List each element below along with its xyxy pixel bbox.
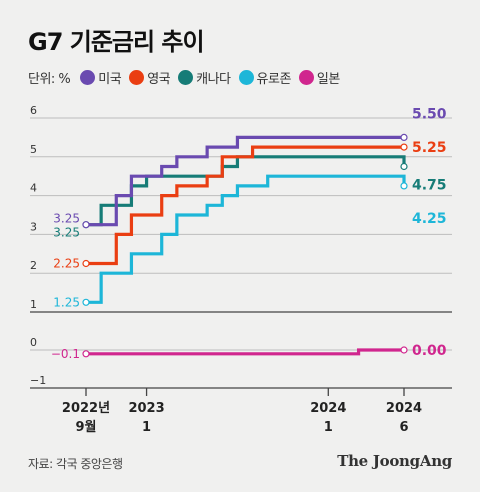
legend-item-japan: 일본 xyxy=(298,68,340,87)
end-label-uk: 5.25 xyxy=(412,140,447,156)
start-marker-us xyxy=(82,221,90,229)
publisher-logo: The JoongAng xyxy=(337,452,452,470)
y-tick-label: 4 xyxy=(30,182,37,195)
y-tick-label: 2 xyxy=(30,259,37,272)
start-label-canada: 3.25 xyxy=(53,226,80,240)
unit-label: 단위: % xyxy=(28,72,71,87)
x-tick-label: 6 xyxy=(399,420,408,435)
series-line-eurozone xyxy=(86,174,406,304)
start-marker-eurozone xyxy=(82,298,90,306)
series-line-uk xyxy=(86,145,404,266)
legend-item-us: 미국 xyxy=(80,68,122,87)
legend-label-uk: 영국 xyxy=(147,72,171,87)
legend-item-uk: 영국 xyxy=(129,68,171,87)
start-marker-uk xyxy=(82,259,90,268)
start-label-uk: 2.25 xyxy=(53,257,80,271)
legend-swatch-japan xyxy=(298,70,314,85)
legend-swatch-uk xyxy=(129,70,145,85)
end-marker-uk xyxy=(400,143,408,151)
y-tick-label: 6 xyxy=(30,104,37,117)
x-tick-label: 1 xyxy=(142,420,151,435)
legend-item-canada: 캐나다 xyxy=(178,68,231,87)
legend-item-eurozone: 유로존 xyxy=(238,68,292,87)
source-note: 자료: 각국 중앙은행 xyxy=(28,457,123,471)
legend: 단위: % 미국 영국 캐나다 유로존 일본 xyxy=(28,68,348,87)
end-label-eurozone: 4.25 xyxy=(412,211,447,227)
end-marker-eurozone xyxy=(400,182,408,190)
start-label-us: 3.25 xyxy=(53,212,80,226)
series-line-japan xyxy=(86,348,404,356)
end-label-japan: 0.00 xyxy=(412,343,447,359)
x-tick-label: 9월 xyxy=(75,419,96,435)
x-tick-label: 2024 xyxy=(310,401,346,416)
series-line-us xyxy=(86,135,404,227)
end-label-us: 5.50 xyxy=(412,106,447,122)
end-marker-japan xyxy=(400,346,408,354)
start-label-japan: −0.1 xyxy=(51,347,80,361)
start-marker-japan xyxy=(82,350,90,358)
end-marker-us xyxy=(400,133,408,141)
legend-swatch-eurozone xyxy=(238,70,254,85)
y-tick-label: 3 xyxy=(30,220,37,233)
x-tick-label: 1 xyxy=(324,420,333,435)
chart-title: G7 기준금리 추이 xyxy=(28,28,205,56)
legend-label-canada: 캐나다 xyxy=(196,72,231,87)
y-tick-label: 0 xyxy=(30,336,37,349)
x-tick-label: 2023 xyxy=(128,401,164,416)
start-label-eurozone: 1.25 xyxy=(53,295,80,309)
end-marker-canada xyxy=(400,162,408,171)
legend-label-eurozone: 유로존 xyxy=(256,72,292,87)
end-label-canada: 4.75 xyxy=(412,178,447,194)
y-tick-label: −1 xyxy=(30,374,46,387)
legend-label-us: 미국 xyxy=(98,72,122,87)
x-tick-label: 2024 xyxy=(386,401,422,416)
legend-label-japan: 일본 xyxy=(316,72,340,87)
legend-swatch-canada xyxy=(178,70,194,85)
x-tick-label: 2022년 xyxy=(62,401,110,416)
y-tick-label: 5 xyxy=(30,143,37,156)
legend-swatch-us xyxy=(80,70,96,85)
y-tick-label: 1 xyxy=(30,298,37,311)
